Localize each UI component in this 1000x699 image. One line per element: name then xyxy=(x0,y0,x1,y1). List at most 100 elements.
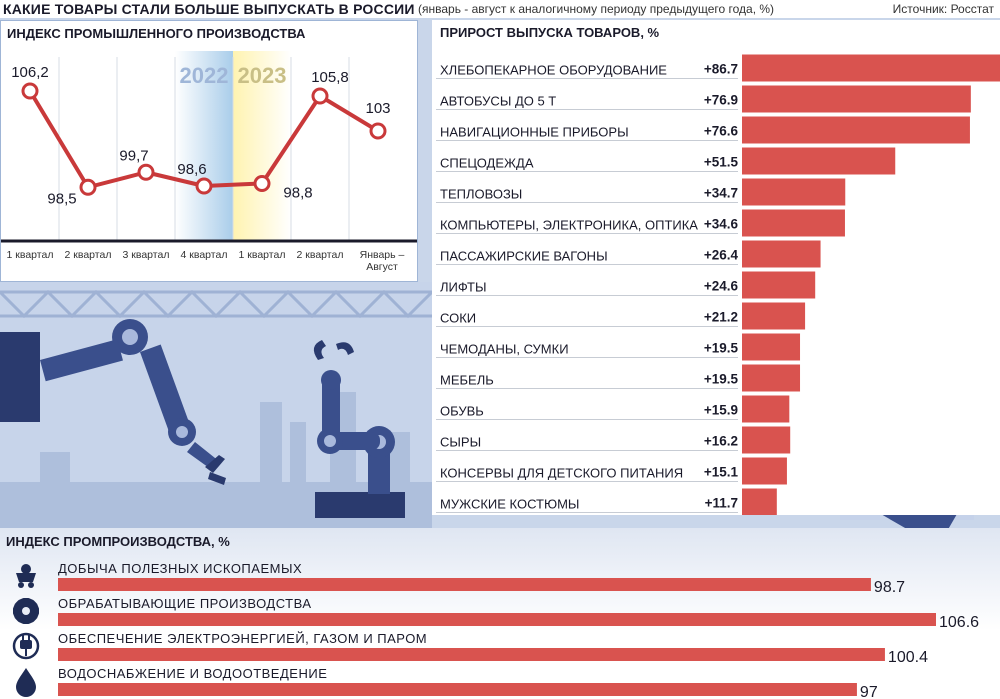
x-tick-label: Январь – xyxy=(360,249,405,261)
production-index-line-chart: ИНДЕКС ПРОМЫШЛЕННОГО ПРОИЗВОДСТВА 2022 20… xyxy=(0,20,418,282)
ore xyxy=(21,564,31,574)
category-label: НАВИГАЦИОННЫЕ ПРИБОРЫ xyxy=(440,125,629,140)
category-label: ОБУВЬ xyxy=(440,404,484,419)
value-label: +19.5 xyxy=(704,372,739,387)
plug-prong xyxy=(22,635,24,640)
category-label: КОНСЕРВЫ ДЛЯ ДЕТСКОГО ПИТАНИЯ xyxy=(440,466,683,481)
value-label: +51.5 xyxy=(704,155,739,170)
bar xyxy=(742,302,806,330)
sector-bar xyxy=(58,578,871,591)
bar-chart-title: ПРИРОСТ ВЫПУСКА ТОВАРОВ, % xyxy=(440,25,660,40)
sector-label: ВОДОСНАБЖЕНИЕ И ВОДООТВЕДЕНИЕ xyxy=(58,666,327,681)
sector-bar xyxy=(58,648,885,661)
mine-cart-icon xyxy=(16,564,36,588)
value-label: +76.9 xyxy=(704,93,738,108)
x-tick-label: Август xyxy=(366,261,398,273)
bar xyxy=(742,240,821,268)
value-label: +34.6 xyxy=(704,217,739,232)
category-label: ХЛЕБОПЕКАРНОЕ ОБОРУДОВАНИЕ xyxy=(440,63,667,78)
value-label: +11.7 xyxy=(705,496,738,511)
page-subtitle: (январь - август к аналогичному периоду … xyxy=(418,2,775,16)
bar-chart-plot: ХЛЕБОПЕКАРНОЕ ОБОРУДОВАНИЕ +86.7 АВТОБУСЫ … xyxy=(436,54,1000,515)
water-drop-shape xyxy=(16,668,36,697)
bar xyxy=(742,457,787,485)
value-label: +19.5 xyxy=(704,341,739,356)
data-label: 99,7 xyxy=(119,147,148,164)
data-label: 105,8 xyxy=(311,69,349,86)
year-label-2022: 2022 xyxy=(180,63,229,88)
plug-cord xyxy=(25,649,27,656)
sector-bar xyxy=(58,683,857,696)
value-label: +16.2 xyxy=(704,434,738,449)
category-label: ПАССАЖИРСКИЕ ВАГОНЫ xyxy=(440,249,608,264)
bar xyxy=(742,54,1000,82)
gear-icon xyxy=(13,598,39,624)
sector-chart-title: ИНДЕКС ПРОМПРОИЗВОДСТВА, % xyxy=(6,534,230,549)
value-label: +26.4 xyxy=(704,248,739,263)
sector-value-label: 97 xyxy=(860,684,878,699)
category-label: ЧЕМОДАНЫ, СУМКИ xyxy=(440,342,569,357)
bar xyxy=(742,488,777,515)
sector-bar-chart-plot: ДОБЫЧА ПОЛЕЗНЫХ ИСКОПАЕМЫХ 98.7 ОБРАБАТЫВА… xyxy=(12,561,979,699)
wheel xyxy=(18,582,24,588)
value-label: +15.9 xyxy=(704,403,738,418)
robot-arm-center xyxy=(313,340,405,518)
plug-body xyxy=(20,640,32,649)
data-point xyxy=(137,163,155,181)
data-point xyxy=(79,178,97,196)
value-label: +15.1 xyxy=(704,465,739,480)
bar xyxy=(742,333,801,361)
sector-index-section: ИНДЕКС ПРОМПРОИЗВОДСТВА, % ДОБЫЧА ПОЛЕЗН… xyxy=(0,528,1000,699)
value-label: +24.6 xyxy=(704,279,739,294)
data-point xyxy=(311,87,329,105)
data-label: 98,5 xyxy=(47,190,76,207)
plug-ring xyxy=(12,632,40,660)
category-label: АВТОБУСЫ ДО 5 Т xyxy=(440,94,556,109)
industrial-background-illustration xyxy=(0,282,432,528)
line-chart-plot: 2022 2023 106,2 98,5 99,7 98,6 98,8 105,8 103 1 … xyxy=(1,51,417,273)
category-label: СПЕЦОДЕЖДА xyxy=(440,156,534,171)
data-label: 103 xyxy=(365,100,390,117)
bar xyxy=(742,85,971,113)
data-label: 106,2 xyxy=(11,64,49,81)
bar xyxy=(742,271,816,299)
category-label: СЫРЫ xyxy=(440,435,481,450)
robot-arm-left xyxy=(0,319,226,485)
sector-label: ОБЕСПЕЧЕНИЕ ЭЛЕКТРОЭНЕРГИЕЙ, ГАЗОМ И ПАР… xyxy=(58,631,427,646)
wheel xyxy=(28,582,34,588)
bar xyxy=(742,178,846,206)
value-label: +76.6 xyxy=(704,124,739,139)
value-label: +21.2 xyxy=(704,310,738,325)
x-tick-label: 1 квартал xyxy=(239,249,286,261)
bar xyxy=(742,364,801,392)
water-drop-icon xyxy=(16,668,36,697)
category-label: МЕБЕЛЬ xyxy=(440,373,494,388)
goods-growth-bar-chart: ПРИРОСТ ВЫПУСКА ТОВАРОВ, % ХЛЕБОПЕКАРНОЕ… xyxy=(432,20,1000,515)
x-tick-label: 2 квартал xyxy=(297,249,344,261)
value-label: +86.7 xyxy=(704,62,738,77)
x-tick-label: 1 квартал xyxy=(7,249,54,261)
sector-label: ОБРАБАТЫВАЮЩИЕ ПРОИЗВОДСТВА xyxy=(58,596,312,611)
data-point xyxy=(253,175,271,192)
category-label: ЛИФТЫ xyxy=(440,280,486,295)
x-tick-label: 3 квартал xyxy=(123,249,170,261)
bar xyxy=(742,395,790,423)
sector-value-label: 98.7 xyxy=(874,579,905,596)
sector-value-label: 106.6 xyxy=(939,614,979,631)
data-label: 98,6 xyxy=(177,161,206,178)
category-label: КОМПЬЮТЕРЫ, ЭЛЕКТРОНИКА, ОПТИКА xyxy=(440,218,698,233)
band-2022 xyxy=(175,51,233,241)
sector-label: ДОБЫЧА ПОЛЕЗНЫХ ИСКОПАЕМЫХ xyxy=(58,561,302,576)
data-label: 98,8 xyxy=(283,185,312,202)
plug-icon xyxy=(12,632,40,660)
header-bar: КАКИЕ ТОВАРЫ СТАЛИ БОЛЬШЕ ВЫПУСКАТЬ В РО… xyxy=(0,0,1000,18)
source-note: Источник: Росстат xyxy=(892,2,994,16)
gear-hole xyxy=(22,607,30,615)
mine-cart-shape xyxy=(16,573,36,582)
plug-prong xyxy=(28,635,30,640)
data-point xyxy=(195,177,213,195)
category-label: МУЖСКИЕ КОСТЮМЫ xyxy=(440,497,579,512)
sector-value-label: 100.4 xyxy=(888,649,928,666)
year-label-2023: 2023 xyxy=(238,63,287,88)
line-chart-title: ИНДЕКС ПРОМЫШЛЕННОГО ПРОИЗВОДСТВА xyxy=(7,26,306,41)
